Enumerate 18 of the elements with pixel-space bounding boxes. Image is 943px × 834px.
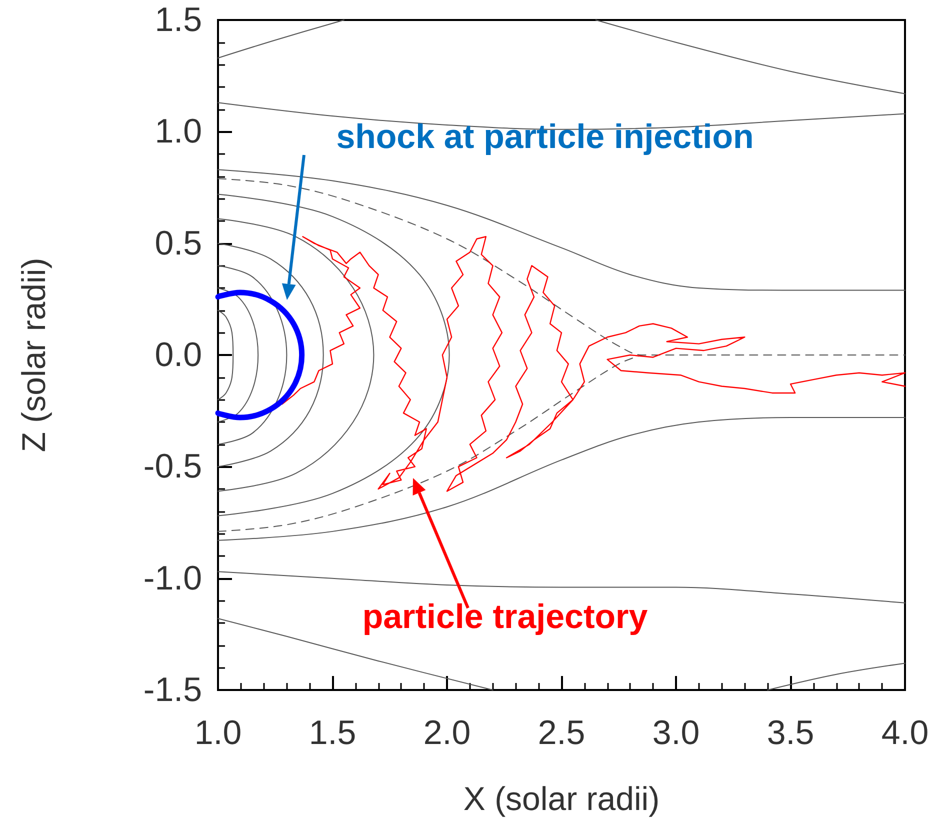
y-tick-label: 1.5: [154, 1, 202, 39]
x-tick-label: 2.0: [423, 714, 471, 752]
x-tick-label: 2.5: [538, 714, 586, 752]
y-tick-label: 0.0: [154, 336, 202, 374]
x-axis-title: X (solar radii): [463, 780, 660, 817]
y-axis-title: Z (solar radii): [15, 258, 52, 452]
y-tick-label: -1.0: [143, 559, 202, 598]
x-tick-label: 3.0: [652, 714, 700, 752]
x-tick-label: 1.5: [308, 714, 356, 752]
x-tick-label: 1.0: [194, 714, 242, 752]
annotation: shock at particle injection: [336, 118, 754, 156]
y-tick-label: 0.5: [154, 224, 202, 262]
annotation: particle trajectory: [362, 598, 648, 636]
y-tick-label: -1.5: [143, 671, 202, 709]
x-tick-label: 3.5: [766, 714, 814, 752]
x-tick-label: 4.0: [881, 714, 929, 752]
y-tick-label: -0.5: [143, 448, 202, 486]
y-tick-label: 1.0: [154, 112, 202, 151]
